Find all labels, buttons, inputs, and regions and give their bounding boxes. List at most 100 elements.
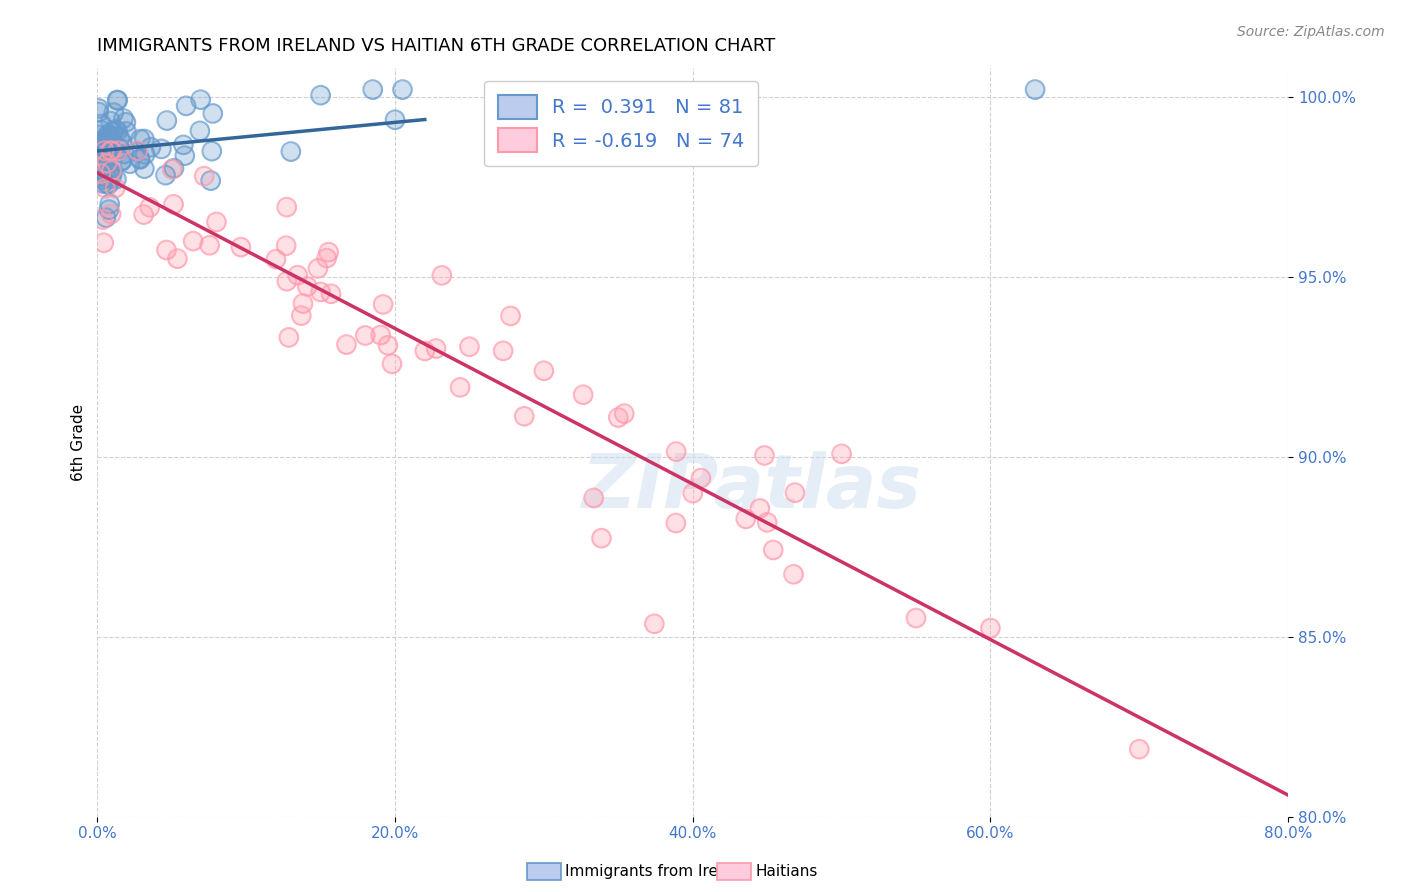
Point: [100, 130, 122, 145]
Point: [90, 123, 112, 137]
Point: [413, 343, 436, 358]
Point: [607, 410, 630, 425]
Point: [118, 157, 141, 171]
Point: [139, 200, 162, 214]
Point: [384, 112, 406, 127]
Point: [134, 161, 156, 176]
Point: [173, 148, 195, 162]
Point: [96, 130, 118, 145]
Point: [413, 343, 436, 358]
Point: [297, 279, 319, 293]
Point: [354, 328, 377, 343]
Text: Immigrants from Ireland: Immigrants from Ireland: [565, 864, 751, 879]
Point: [665, 516, 688, 530]
Point: [107, 144, 129, 158]
Point: [319, 286, 342, 301]
Point: [107, 124, 129, 138]
Point: [783, 485, 806, 500]
Point: [104, 122, 127, 136]
Text: IMMIGRANTS FROM IRELAND VS HAITIAN 6TH GRADE CORRELATION CHART: IMMIGRANTS FROM IRELAND VS HAITIAN 6TH G…: [97, 37, 776, 55]
Point: [93, 144, 115, 158]
Point: [318, 245, 340, 260]
Point: [381, 357, 404, 371]
Point: [287, 268, 309, 283]
Point: [112, 112, 135, 126]
Point: [613, 407, 636, 421]
Point: [105, 93, 128, 107]
Point: [96, 177, 118, 191]
Point: [831, 447, 853, 461]
Point: [748, 501, 770, 516]
Point: [201, 106, 224, 120]
Point: [94, 211, 117, 225]
Point: [98, 128, 121, 142]
Point: [309, 285, 332, 299]
Point: [276, 238, 298, 252]
Point: [97, 178, 120, 192]
Point: [96, 149, 118, 163]
Point: [107, 124, 129, 138]
Point: [430, 268, 453, 283]
Point: [100, 130, 122, 145]
Point: [87, 105, 110, 120]
Point: [97, 151, 120, 165]
Point: [160, 162, 183, 177]
Point: [91, 173, 114, 187]
Point: [391, 82, 413, 96]
Point: [105, 172, 128, 186]
Point: [665, 444, 688, 458]
Point: [166, 252, 188, 266]
Point: [97, 202, 120, 217]
Point: [783, 485, 806, 500]
Point: [100, 130, 122, 145]
Point: [90, 162, 112, 177]
Point: [371, 297, 394, 311]
Point: [89, 138, 111, 153]
Point: [112, 147, 135, 161]
Point: [591, 531, 613, 545]
Point: [125, 145, 148, 159]
Point: [150, 142, 173, 156]
Point: [172, 137, 194, 152]
Point: [94, 181, 117, 195]
Point: [132, 208, 155, 222]
Point: [128, 152, 150, 166]
Point: [98, 164, 121, 178]
Point: [578, 93, 600, 107]
Point: [315, 251, 337, 265]
Point: [309, 285, 332, 299]
Point: [756, 516, 779, 530]
Point: [107, 144, 129, 158]
Point: [87, 156, 110, 170]
Point: [782, 567, 804, 582]
Point: [201, 144, 224, 158]
Point: [101, 124, 124, 138]
Point: [188, 124, 211, 138]
Point: [94, 154, 117, 169]
Text: ZIPatlas: ZIPatlas: [582, 450, 922, 524]
Point: [93, 133, 115, 147]
Point: [754, 449, 776, 463]
Point: [309, 88, 332, 103]
Point: [93, 134, 115, 148]
Point: [578, 93, 600, 107]
Point: [155, 243, 177, 257]
Point: [643, 616, 665, 631]
Point: [292, 296, 315, 310]
Point: [163, 161, 186, 176]
Point: [613, 407, 636, 421]
Point: [87, 102, 110, 116]
Point: [100, 114, 122, 128]
Point: [110, 142, 132, 156]
Point: [205, 215, 228, 229]
Point: [370, 328, 392, 343]
Point: [105, 93, 128, 107]
Point: [264, 252, 287, 267]
Point: [1128, 742, 1150, 756]
Point: [430, 268, 453, 283]
Point: [94, 141, 117, 155]
Point: [98, 197, 121, 211]
Point: [290, 309, 312, 323]
Point: [87, 105, 110, 120]
Point: [91, 173, 114, 187]
